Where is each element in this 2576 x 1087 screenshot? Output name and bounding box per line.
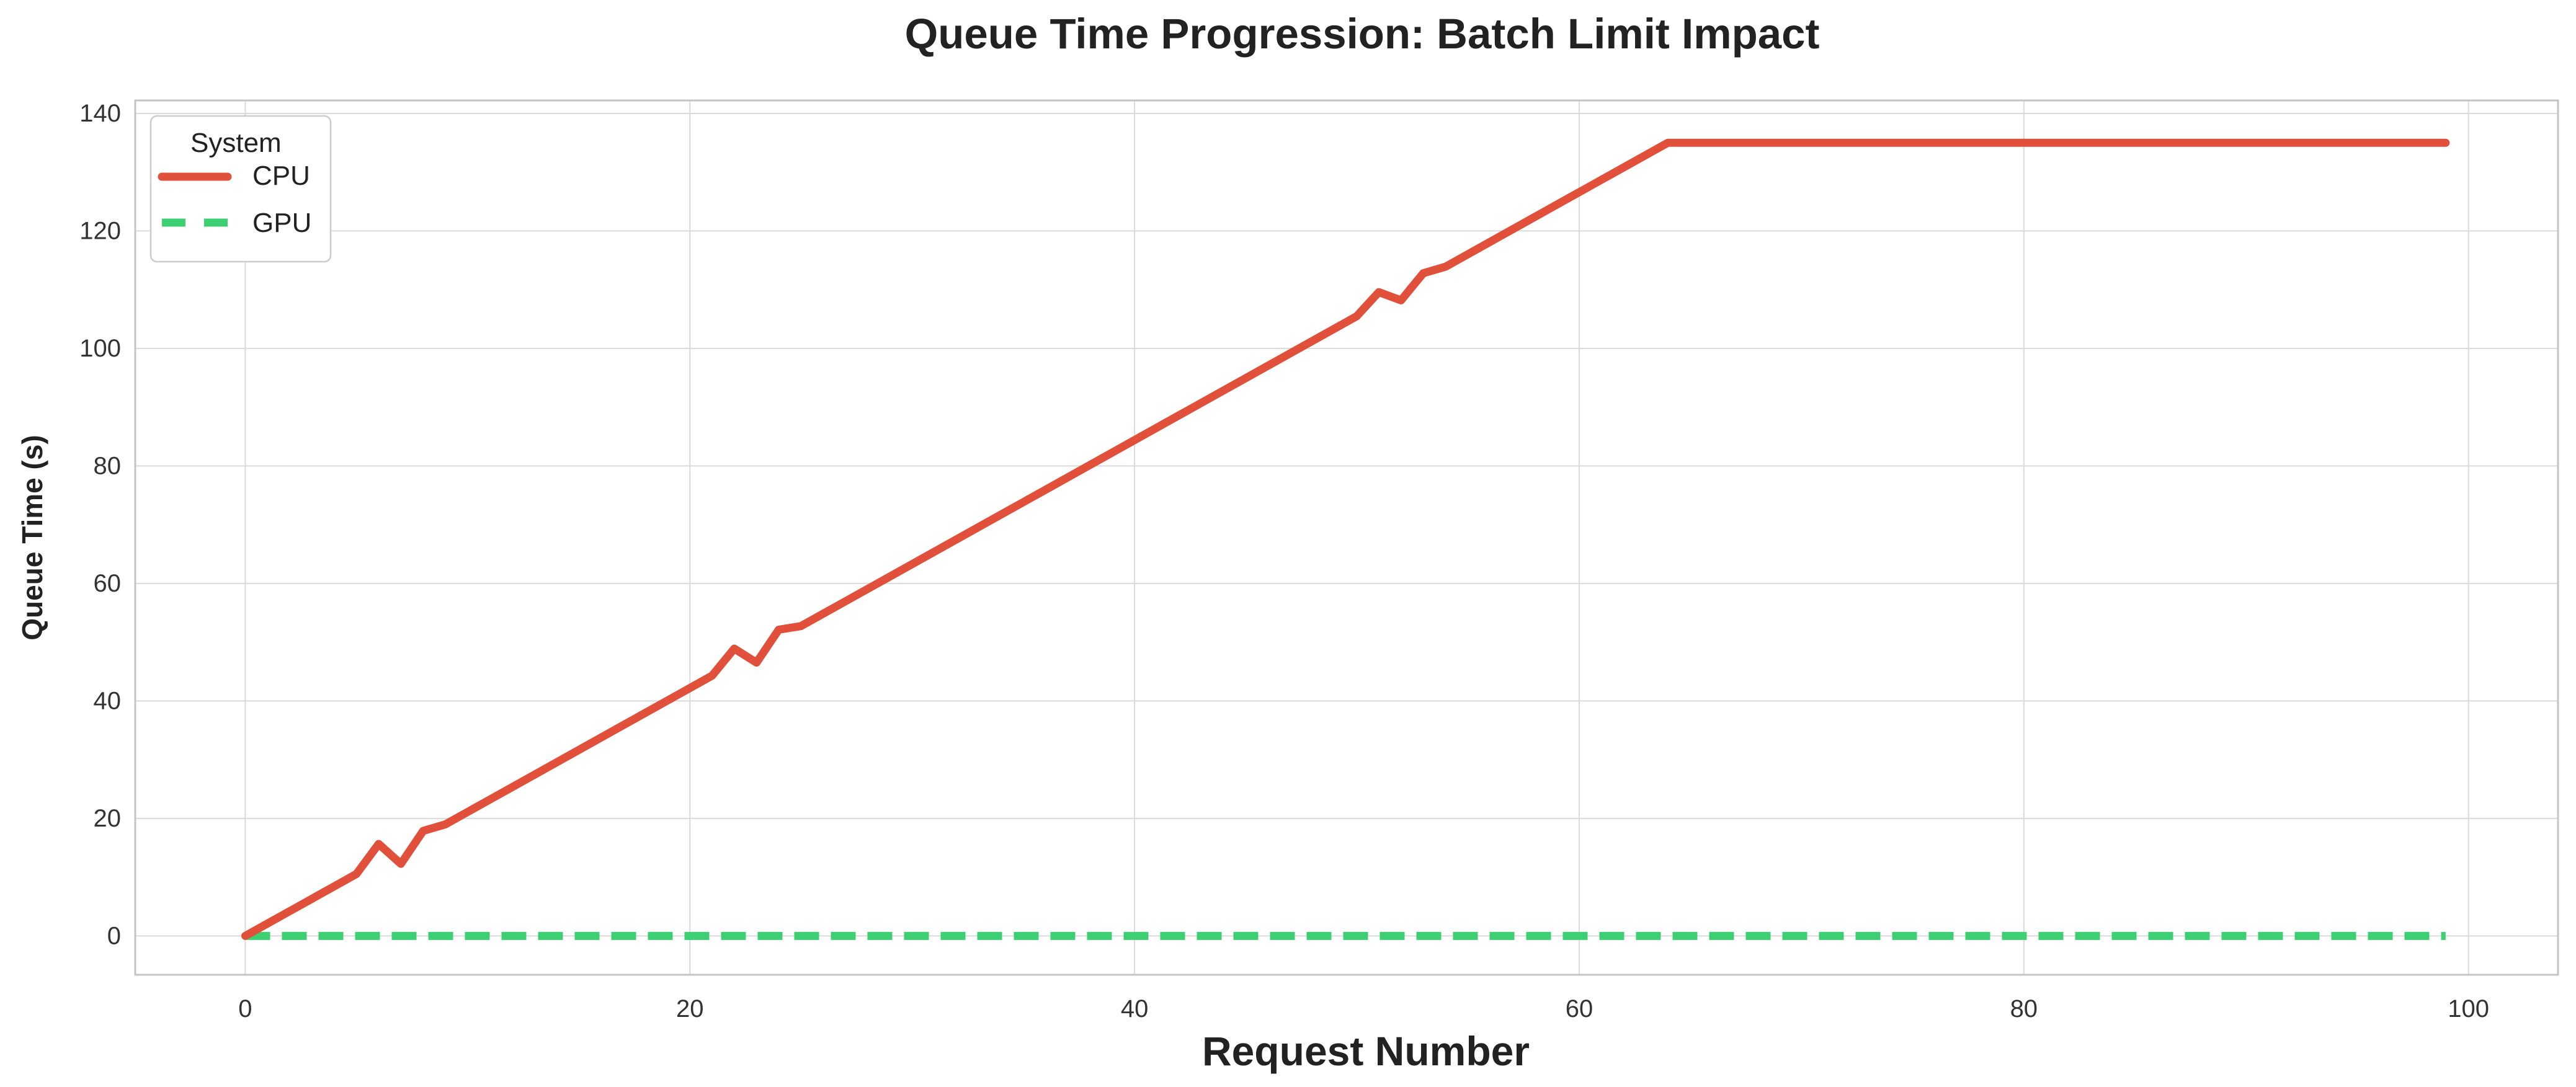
svg-text:CPU: CPU: [252, 161, 310, 191]
svg-text:Queue Time (s): Queue Time (s): [16, 435, 48, 640]
svg-text:100: 100: [2448, 995, 2489, 1023]
svg-text:100: 100: [79, 335, 121, 362]
svg-text:Queue Time Progression: Batch: Queue Time Progression: Batch Limit Impa…: [905, 10, 1820, 58]
svg-text:60: 60: [1566, 995, 1593, 1023]
svg-text:Request Number: Request Number: [1202, 1028, 1530, 1074]
svg-text:140: 140: [79, 100, 121, 127]
svg-text:40: 40: [94, 687, 122, 714]
svg-text:0: 0: [107, 922, 121, 949]
svg-text:80: 80: [2010, 995, 2038, 1023]
svg-text:20: 20: [676, 995, 704, 1023]
svg-text:20: 20: [94, 805, 122, 832]
svg-text:System: System: [190, 128, 282, 158]
svg-text:0: 0: [238, 995, 252, 1023]
svg-text:80: 80: [94, 452, 122, 479]
svg-text:60: 60: [94, 570, 122, 597]
svg-text:120: 120: [79, 217, 121, 244]
svg-text:GPU: GPU: [252, 208, 311, 238]
svg-text:40: 40: [1121, 995, 1149, 1023]
